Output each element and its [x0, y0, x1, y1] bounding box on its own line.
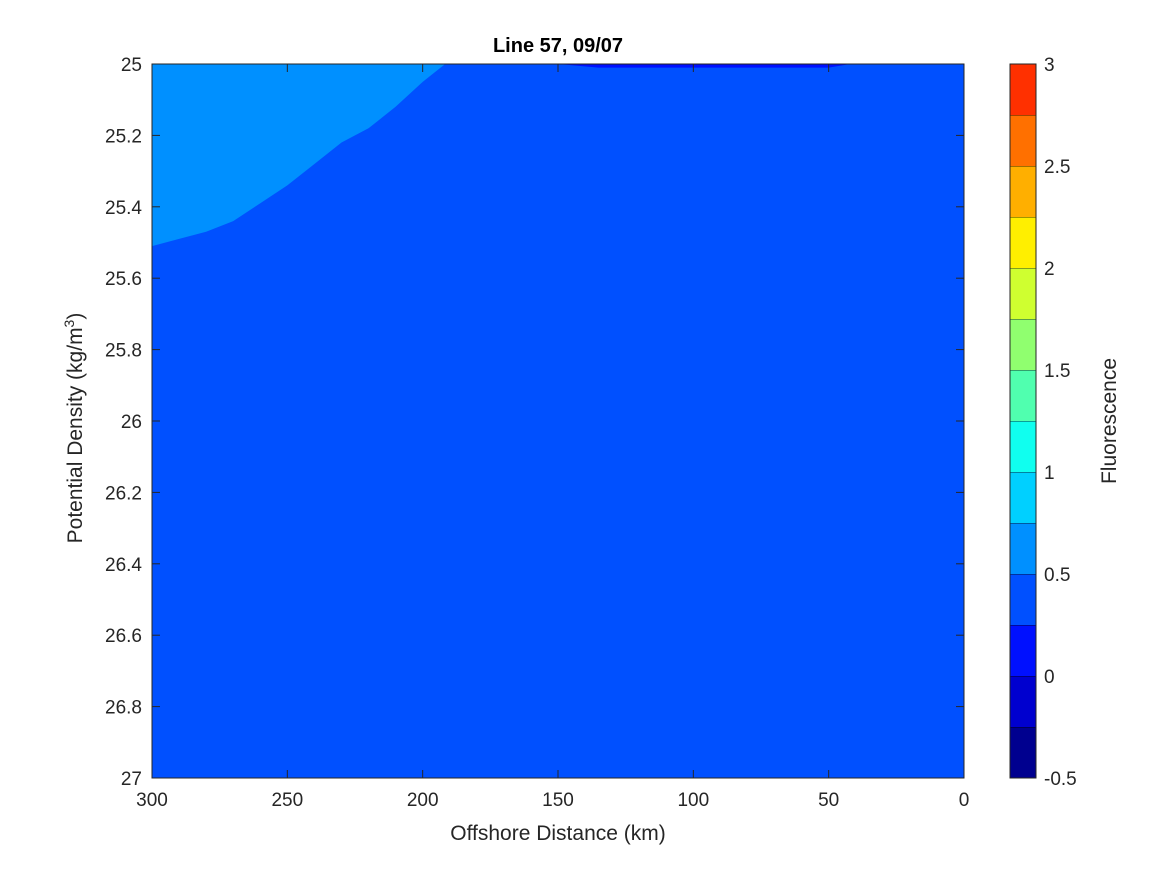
y-tick-label: 26 — [121, 412, 142, 433]
contour-fills — [152, 64, 964, 778]
colorbar-swatch — [1010, 523, 1036, 574]
x-axis: 300 250 200 150 100 50 0 — [136, 64, 969, 811]
colorbar-frame — [1009, 63, 1037, 779]
colorbar: -0.5 0 0.5 1 1.5 2 2.5 3 — [1009, 55, 1077, 790]
y-tick-label: 25 — [121, 55, 142, 76]
colorbar-swatch — [1010, 64, 1036, 115]
y-axis: 25 25.2 25.4 25.6 25.8 26 26.2 26.4 26.6 26.8 27 — [105, 55, 964, 790]
colorbar-tick-label: 0 — [1044, 667, 1055, 688]
colorbar-tick-label: 2.5 — [1044, 157, 1070, 178]
y-tick-label: 25.4 — [105, 198, 142, 219]
y-axis-label-main: Potential Density (kg/m — [64, 327, 87, 543]
chart-title: Line 57, 09/07 — [493, 35, 623, 57]
y-tick-label: 25.8 — [105, 341, 142, 362]
y-tick-label: 25.6 — [105, 269, 142, 290]
x-tick-label: 0 — [959, 790, 970, 811]
y-tick-label: 26.4 — [105, 555, 142, 576]
colorbar-swatch — [1010, 472, 1036, 523]
colorbar-label: Fluorescence — [1098, 358, 1121, 484]
colorbar-tick-label: 1 — [1044, 463, 1055, 484]
colorbar-tick-label: 1.5 — [1044, 361, 1070, 382]
colorbar-swatch — [1010, 370, 1036, 421]
colorbar-tick-label: 0.5 — [1044, 565, 1070, 586]
y-axis-label-superscript: 3 — [61, 319, 77, 327]
colorbar-tick-label: 2 — [1044, 259, 1055, 280]
x-tick-label: 50 — [818, 790, 839, 811]
colorbar-swatch — [1010, 421, 1036, 472]
x-tick-label: 100 — [677, 790, 709, 811]
y-tick-label: 26.8 — [105, 698, 142, 719]
colorbar-swatch — [1010, 268, 1036, 319]
y-axis-label: Potential Density (kg/m3) — [61, 313, 87, 544]
colorbar-swatch — [1010, 574, 1036, 625]
x-tick-label: 200 — [407, 790, 439, 811]
colorbar-tick-label: -0.5 — [1044, 769, 1077, 790]
contour-fill-level-0_25 — [152, 64, 964, 778]
colorbar-swatch — [1010, 625, 1036, 676]
y-axis-label-close: ) — [64, 313, 87, 320]
y-tick-label: 25.2 — [105, 126, 142, 147]
colorbar-swatch — [1010, 676, 1036, 727]
plot-area — [151, 63, 965, 779]
x-tick-label: 300 — [136, 790, 168, 811]
x-tick-label: 150 — [542, 790, 574, 811]
colorbar-swatch — [1010, 166, 1036, 217]
y-tick-label: 27 — [121, 769, 142, 790]
x-tick-label: 250 — [271, 790, 303, 811]
y-tick-label: 26.2 — [105, 483, 142, 504]
x-axis-label: Offshore Distance (km) — [450, 822, 666, 845]
colorbar-swatch — [1010, 319, 1036, 370]
y-tick-label: 26.6 — [105, 626, 142, 647]
colorbar-swatch — [1010, 115, 1036, 166]
colorbar-swatch — [1010, 727, 1036, 778]
colorbar-swatch — [1010, 217, 1036, 268]
colorbar-tick-label: 3 — [1044, 55, 1055, 76]
